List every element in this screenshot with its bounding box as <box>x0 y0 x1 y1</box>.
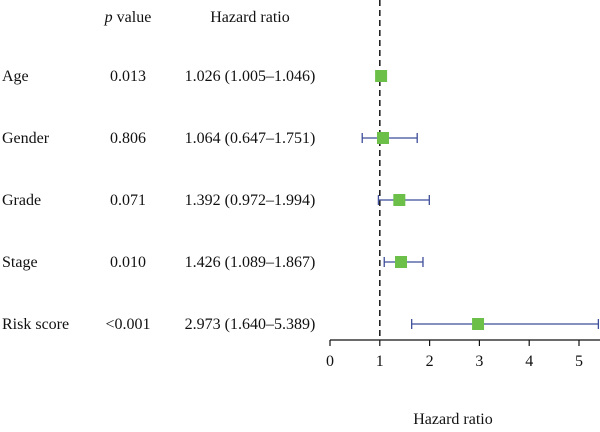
row-label: Gender <box>2 130 50 147</box>
x-axis-label: Hazard ratio <box>413 411 493 428</box>
row-pvalue: 0.013 <box>110 68 146 85</box>
row-hr-text: 1.392 (0.972–1.994) <box>185 192 316 209</box>
x-tick-label: 3 <box>475 353 483 370</box>
forest-row: Risk score <0.001 2.973 (1.640–5.389) <box>2 316 600 333</box>
forest-row: Grade 0.071 1.392 (0.972–1.994) <box>2 192 430 209</box>
row-pvalue: <0.001 <box>105 316 150 333</box>
forest-row: Gender 0.806 1.064 (0.647–1.751) <box>2 130 418 147</box>
row-hr-text: 1.064 (0.647–1.751) <box>185 130 316 147</box>
row-pvalue: 0.010 <box>110 254 146 271</box>
x-tick-label: 0 <box>326 353 334 370</box>
hr-point <box>376 132 389 144</box>
pvalue-header: p value <box>104 9 152 26</box>
hr-point <box>393 194 406 206</box>
x-axis: 0 1 2 3 4 5 <box>326 339 600 370</box>
row-label: Age <box>2 68 29 85</box>
x-tick-label: 1 <box>376 353 384 370</box>
row-label: Grade <box>2 192 41 209</box>
row-pvalue: 0.071 <box>110 192 146 209</box>
pvalue-header-italic: p <box>104 9 113 26</box>
row-pvalue: 0.806 <box>110 130 146 147</box>
hr-point <box>395 256 408 268</box>
row-hr-text: 2.973 (1.640–5.389) <box>185 316 316 333</box>
x-tick-label: 4 <box>525 353 533 370</box>
row-hr-text: 1.026 (1.005–1.046) <box>185 68 316 85</box>
forest-row: Age 0.013 1.026 (1.005–1.046) <box>2 68 388 85</box>
x-tick-label: 5 <box>575 353 583 370</box>
row-label: Stage <box>2 254 38 271</box>
hr-point <box>375 70 388 82</box>
row-label: Risk score <box>2 316 69 333</box>
rows-layer: Age 0.013 1.026 (1.005–1.046) Gender 0.806 1.… <box>2 0 600 340</box>
forest-row: Stage 0.010 1.426 (1.089–1.867) <box>2 254 424 271</box>
hr-point <box>472 318 485 330</box>
x-tick-label: 2 <box>426 353 434 370</box>
pvalue-header-rest: value <box>113 9 152 26</box>
hazard-ratio-header: Hazard ratio <box>210 9 290 26</box>
row-hr-text: 1.426 (1.089–1.867) <box>185 254 316 271</box>
